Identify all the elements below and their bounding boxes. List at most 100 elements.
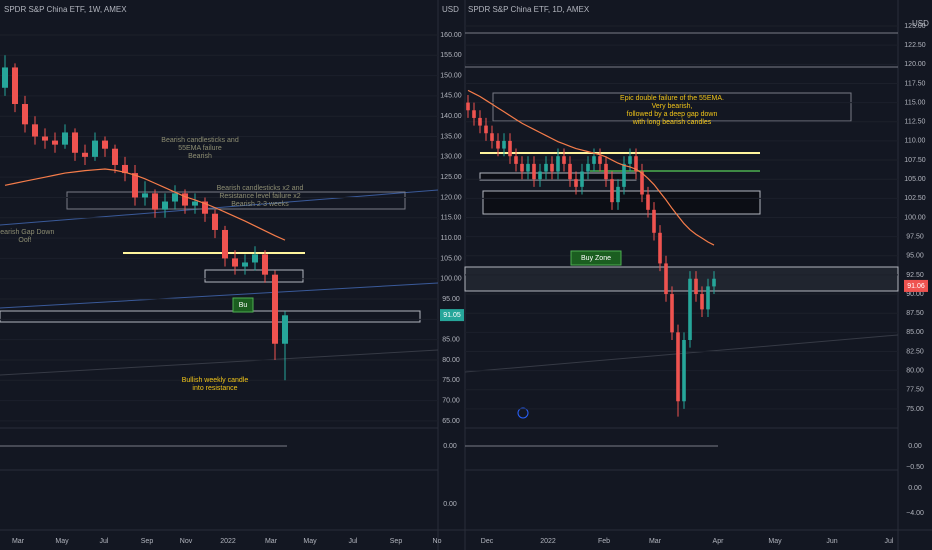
y-tick-label: 90.00 [906, 291, 924, 298]
currency: USD [912, 19, 929, 28]
annotation: Bearish candlesticks x2 and Resistance le… [217, 185, 304, 208]
candle-body [252, 254, 258, 263]
y-tick-label: 155.00 [440, 52, 462, 59]
currency: USD [442, 5, 459, 14]
candle-body [502, 140, 506, 149]
candle-body [664, 263, 668, 295]
y-tick-label: 140.00 [440, 113, 462, 120]
x-tick-label: Jul [349, 538, 358, 545]
x-tick-label: 2022 [540, 538, 556, 545]
candle-body [532, 163, 536, 180]
y-tick-label: 82.50 [906, 348, 924, 355]
candle-body [22, 104, 28, 125]
y-tick-label: 150.00 [440, 72, 462, 79]
candle-body [688, 278, 692, 340]
x-tick-label: Mar [649, 538, 662, 545]
annotation: Bearish Gap Down Oof! [0, 229, 54, 244]
x-tick-label: Mar [265, 538, 278, 545]
y-tick-label: 70.00 [442, 397, 460, 404]
candle-body [634, 156, 638, 172]
annotation-line: Resistance level failure x2 [219, 193, 300, 200]
candle-body [580, 171, 584, 187]
y-tick-label: 120.00 [904, 61, 926, 68]
candle-body [706, 286, 710, 310]
x-tick-label: Jul [100, 538, 109, 545]
price-tag-label: 91.05 [443, 312, 461, 319]
candle-body [92, 140, 98, 157]
candle-body [102, 140, 108, 149]
annotation-line: Bearish 2-3 weeks [231, 201, 289, 208]
candle-body [282, 315, 288, 344]
y-tick-label: 100.00 [440, 276, 462, 283]
event-icon [517, 407, 529, 419]
y-tick-label: 85.00 [442, 337, 460, 344]
candle-body [604, 163, 608, 180]
candle-body [202, 201, 208, 214]
candle-body [676, 332, 680, 402]
y-tick-label: 85.00 [906, 329, 924, 336]
y-tick-label: 87.50 [906, 310, 924, 317]
candle-body [466, 102, 470, 111]
x-tick-label: Mar [12, 538, 25, 545]
ema-line [467, 89, 715, 246]
candle-body [272, 274, 278, 344]
candle-body [182, 193, 188, 206]
chart-title: SPDR S&P China ETF, 1D, AMEX [468, 5, 590, 14]
candle-body [694, 278, 698, 295]
candle-body [32, 124, 38, 137]
candle-body [478, 117, 482, 126]
annotation-line: Bu [239, 302, 248, 309]
annotation-line: Buy Zone [581, 255, 611, 262]
annotation: Bearish candlesticks and 55EMA failure Bea… [161, 137, 239, 160]
indicator-label: 0.00 [443, 501, 457, 508]
candle-body [232, 258, 238, 267]
candle-body [574, 179, 578, 187]
candle-body [192, 201, 198, 206]
candle-body [82, 152, 88, 157]
annotation: Bullish weekly candle into resistance [182, 377, 249, 392]
chart-title: SPDR S&P China ETF, 1W, AMEX [4, 5, 127, 14]
candle-body [658, 232, 662, 264]
annotation-line: with long bearish candles [632, 119, 712, 126]
zone-box [482, 190, 761, 215]
x-tick-label: 2022 [220, 538, 236, 545]
label-box [570, 250, 622, 266]
y-tick-label: 110.00 [905, 138, 926, 145]
candle-body [508, 140, 512, 157]
annotation-line: Oof! [18, 237, 31, 244]
y-tick-label: 75.00 [442, 377, 460, 384]
annotation-line: Bearish candlesticks x2 and [217, 185, 304, 192]
y-tick-label: 130.00 [440, 154, 462, 161]
buy-zone-band [464, 266, 899, 292]
candle-body [586, 163, 590, 172]
indicator-label: −4.00 [906, 510, 924, 517]
annotation-line: Epic double failure of the 55EMA. [620, 95, 724, 102]
annotation-line: Bearish Gap Down [0, 229, 54, 236]
candle-body [670, 294, 674, 333]
annotation-line: 55EMA failure [178, 145, 222, 152]
indicator-label: 0.00 [908, 485, 922, 492]
candle-body [62, 132, 68, 145]
y-tick-label: 92.50 [906, 272, 924, 279]
candle-body [550, 163, 554, 172]
candle-body [712, 278, 716, 287]
candle-body [682, 340, 686, 402]
y-tick-label: 80.00 [906, 367, 924, 374]
candle-body [212, 213, 218, 230]
candle-body [132, 173, 138, 198]
candle-body [152, 193, 158, 210]
x-tick-label: Feb [598, 538, 610, 545]
annotation: Bu [239, 302, 248, 309]
trend-line [464, 334, 899, 373]
y-tick-label: 117.50 [905, 80, 926, 87]
price-tag [440, 309, 464, 322]
price-tag [904, 279, 928, 292]
y-tick-label: 160.00 [440, 32, 462, 39]
trend-line [0, 349, 439, 376]
x-tick-label: May [303, 538, 317, 545]
candle-body [568, 163, 572, 180]
x-tick-label: Jul [885, 538, 894, 545]
y-tick-label: 105.00 [440, 255, 462, 262]
trend-line [0, 189, 439, 226]
